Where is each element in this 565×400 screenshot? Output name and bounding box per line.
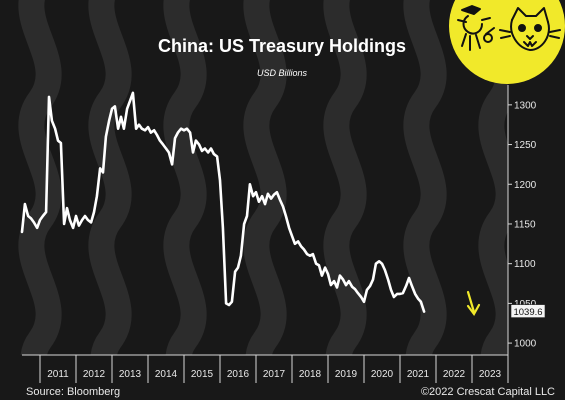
- chart-title: China: US Treasury Holdings: [158, 36, 406, 56]
- x-tick-label: 2013: [119, 369, 142, 380]
- wave-band: [243, 0, 287, 355]
- last-value-box: [510, 304, 546, 318]
- series-line-china-holdings: [20, 91, 426, 313]
- y-tick-label: 1150: [514, 219, 536, 230]
- crescat-logo: [449, 0, 565, 84]
- logo-circle: [449, 0, 565, 84]
- copyright-footer: ©2022 Crescat Capital LLC: [421, 386, 555, 398]
- x-tick-label: 2020: [371, 369, 394, 380]
- y-tick-label: 1200: [514, 180, 537, 191]
- chart-subtitle: USD Billions: [257, 68, 308, 78]
- last-value-text: 1039.6: [513, 307, 542, 318]
- x-tick-label: 2012: [83, 369, 106, 380]
- logo-cat-icon: [499, 7, 561, 51]
- down-arrow-icon: [466, 290, 481, 317]
- wave-band: [163, 0, 207, 355]
- y-tick-label: 1300: [514, 100, 537, 111]
- y-tick-label: 1100: [514, 259, 536, 270]
- x-tick-label: 2019: [335, 369, 358, 380]
- source-footer: Source: Bloomberg: [26, 386, 120, 398]
- x-tick-label: 2015: [191, 369, 214, 380]
- x-tick-label: 2022: [443, 369, 466, 380]
- x-tick-label: 2011: [47, 369, 69, 380]
- y-tick-label: 1000: [514, 339, 537, 350]
- wave-band: [403, 0, 447, 355]
- wave-band: [323, 0, 367, 355]
- x-tick-label: 2014: [155, 369, 178, 380]
- logo-figure-icon: [457, 5, 495, 51]
- wave-watermark: [18, 0, 508, 355]
- x-tick-label: 2023: [479, 369, 502, 380]
- x-tick-label: 2017: [263, 369, 286, 380]
- x-tick-label: 2016: [227, 369, 250, 380]
- x-axis-ticks: 2011 2012 2013 2014 2015 2016 2017 2018 2019 2020…: [39, 355, 509, 383]
- x-tick-label: 2021: [407, 369, 430, 380]
- y-tick-label: 1250: [514, 140, 537, 151]
- x-tick-label: 2018: [299, 369, 322, 380]
- last-value-label: 1039.6: [510, 304, 546, 318]
- wave-band: [88, 0, 132, 355]
